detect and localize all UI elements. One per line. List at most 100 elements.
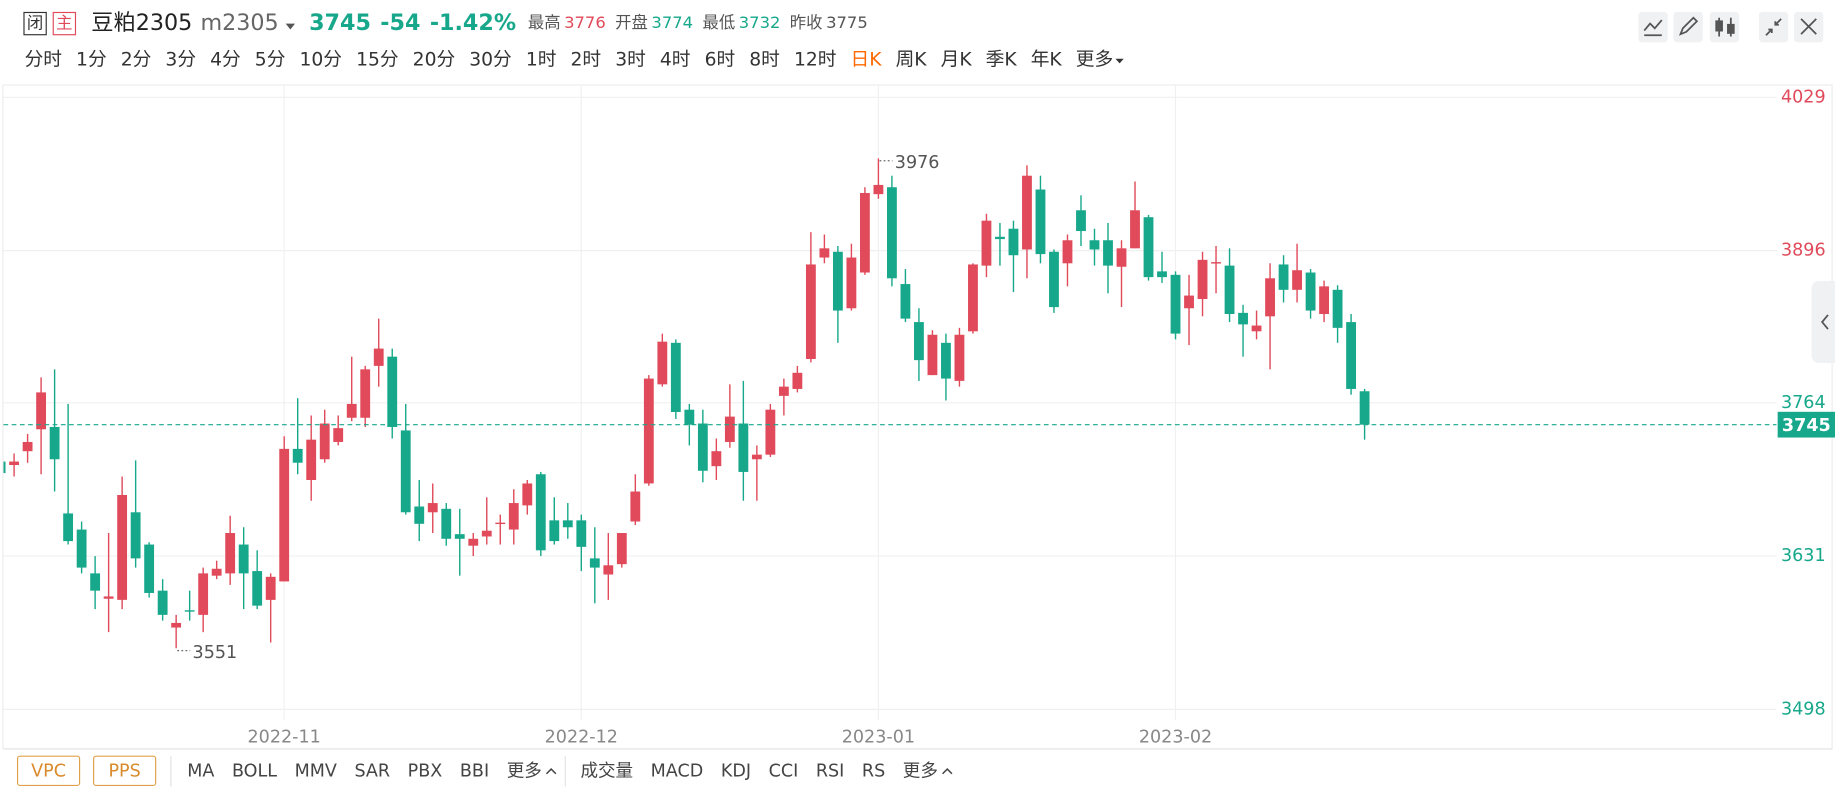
status-badge bbox=[23, 11, 47, 36]
timeframe[interactable]: 15分 bbox=[356, 49, 399, 70]
timeframe[interactable]: 30分 bbox=[469, 49, 512, 70]
candle-body bbox=[684, 409, 695, 425]
timeframe[interactable]: 分时 bbox=[25, 49, 62, 70]
shrink-button[interactable] bbox=[1758, 11, 1789, 43]
icon bbox=[1643, 19, 1663, 37]
timeframe[interactable]: 1时 bbox=[526, 49, 557, 70]
last-price: 3745 bbox=[309, 10, 371, 36]
main-indicator[interactable]: PBX bbox=[408, 761, 443, 781]
candle-body bbox=[1319, 286, 1329, 315]
x-tick-label: 2022-11 bbox=[248, 727, 321, 747]
timeframe[interactable]: 月K bbox=[941, 49, 973, 70]
candle-body bbox=[90, 573, 101, 591]
main-indicator[interactable]: 更多 bbox=[507, 761, 542, 781]
candle-body bbox=[76, 529, 87, 568]
timeframe[interactable]: 1分 bbox=[76, 49, 107, 70]
icon bbox=[1727, 23, 1735, 34]
candle-body bbox=[778, 386, 789, 396]
candle-body bbox=[1143, 217, 1154, 278]
timeframe[interactable]: 12时 bbox=[794, 49, 837, 70]
candle-body bbox=[1170, 274, 1181, 334]
main-indicator[interactable]: MA bbox=[187, 761, 214, 781]
candle-body bbox=[1089, 240, 1100, 250]
x-tick-label: 2023-02 bbox=[1139, 727, 1212, 747]
extreme-label: 3551 bbox=[193, 643, 238, 663]
sub-indicator[interactable]: MACD bbox=[651, 761, 704, 781]
candle-body bbox=[454, 534, 465, 539]
candle-body bbox=[495, 522, 506, 525]
candle-body bbox=[171, 622, 182, 628]
candle-body bbox=[1157, 271, 1167, 278]
candle-body bbox=[441, 508, 452, 539]
main-indicator[interactable]: MMV bbox=[295, 761, 337, 781]
indicator-chip[interactable] bbox=[16, 755, 81, 787]
draw-button[interactable] bbox=[1673, 11, 1703, 43]
stat-value: 3775 bbox=[826, 13, 868, 32]
timeframe[interactable]: 2时 bbox=[571, 49, 602, 70]
candle-body bbox=[238, 544, 249, 574]
candle-body bbox=[198, 573, 209, 615]
candle-body bbox=[414, 506, 425, 524]
candle-body bbox=[468, 538, 479, 546]
contract-name: 豆粕2305 bbox=[91, 10, 192, 36]
candle-body bbox=[846, 257, 857, 309]
sub-indicator[interactable]: RS bbox=[862, 761, 885, 781]
sub-indicator[interactable]: RSI bbox=[816, 761, 845, 781]
candle-body bbox=[968, 264, 978, 332]
price-change-pct: -1.42% bbox=[430, 10, 516, 36]
candle-body bbox=[63, 513, 74, 542]
extreme-label: 3976 bbox=[895, 153, 940, 173]
timeframe[interactable]: 20分 bbox=[413, 49, 456, 70]
stat-value: 3776 bbox=[564, 13, 606, 32]
timeframe[interactable]: 5分 bbox=[255, 49, 286, 70]
candle-body bbox=[643, 378, 654, 484]
timeframe[interactable]: 3时 bbox=[615, 49, 646, 70]
code-dropdown[interactable] bbox=[285, 23, 296, 30]
timeframe[interactable]: 4分 bbox=[210, 49, 241, 70]
caret bbox=[942, 767, 953, 775]
indicator-chip[interactable] bbox=[93, 755, 157, 787]
stat-label: 最低 bbox=[702, 13, 735, 32]
candle-body bbox=[279, 448, 290, 582]
candle-body bbox=[1022, 175, 1032, 250]
timeframe[interactable]: 8时 bbox=[749, 49, 780, 70]
timeframe[interactable]: 更多 bbox=[1076, 49, 1113, 70]
timeframe[interactable]: 6时 bbox=[705, 49, 736, 70]
candle-body bbox=[603, 565, 614, 575]
candle-body bbox=[360, 369, 371, 418]
candle-body bbox=[1359, 391, 1370, 425]
timeframe[interactable]: 3分 bbox=[165, 49, 196, 70]
timeframe[interactable]: 周K bbox=[896, 49, 928, 70]
contract-code[interactable]: m2305 bbox=[200, 10, 278, 36]
sub-indicator[interactable]: 成交量 bbox=[580, 761, 633, 781]
x-tick-label: 2023-01 bbox=[842, 727, 915, 747]
candle-body bbox=[1035, 189, 1046, 255]
timeframe[interactable]: 年K bbox=[1031, 49, 1063, 70]
candle-body bbox=[765, 409, 776, 455]
main-indicator[interactable]: SAR bbox=[354, 761, 390, 781]
sub-indicator[interactable]: CCI bbox=[769, 761, 799, 781]
main-indicator[interactable]: BBI bbox=[460, 761, 489, 781]
candle-body bbox=[657, 341, 668, 385]
timeframe[interactable]: 2分 bbox=[121, 49, 152, 70]
candle-body bbox=[954, 334, 965, 381]
icon bbox=[1800, 18, 1817, 35]
candle-body bbox=[319, 423, 330, 460]
candle-body bbox=[738, 423, 749, 472]
candle-body bbox=[211, 568, 222, 576]
timeframe[interactable]: 10分 bbox=[299, 49, 342, 70]
side-tab[interactable] bbox=[1811, 281, 1835, 363]
main-indicator[interactable]: BOLL bbox=[232, 761, 277, 781]
candle-body bbox=[1292, 270, 1302, 290]
sub-indicator[interactable]: KDJ bbox=[721, 761, 751, 781]
timeframe[interactable]: 日K bbox=[851, 49, 883, 70]
candle-body bbox=[724, 416, 735, 442]
candle-body bbox=[1332, 289, 1343, 328]
sub-indicator[interactable]: 更多 bbox=[903, 761, 938, 781]
timeframe[interactable]: 季K bbox=[986, 49, 1018, 70]
candle-body bbox=[711, 451, 722, 467]
candle-body bbox=[1062, 240, 1073, 264]
timeframe[interactable]: 4时 bbox=[660, 49, 691, 70]
